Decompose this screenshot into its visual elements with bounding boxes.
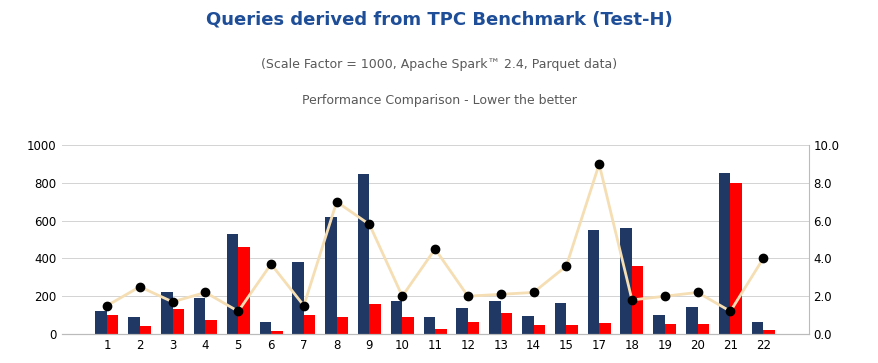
Bar [172, 309, 184, 334]
Bar [205, 320, 217, 334]
Bar [369, 304, 380, 334]
Bar [587, 230, 599, 334]
Bar [686, 307, 697, 334]
Bar [751, 322, 762, 334]
Bar [664, 323, 675, 334]
Bar [652, 315, 664, 334]
Bar [270, 331, 282, 334]
Bar [402, 317, 414, 334]
Bar [500, 313, 512, 334]
Text: Queries derived from TPC Benchmark (Test-H): Queries derived from TPC Benchmark (Test… [205, 11, 673, 29]
Bar [140, 326, 151, 334]
Bar [227, 234, 238, 334]
Bar [107, 315, 119, 334]
Bar [456, 307, 467, 334]
Bar [489, 301, 500, 334]
Bar [730, 183, 741, 334]
Bar [325, 217, 336, 334]
Bar [128, 317, 140, 334]
Bar [391, 301, 402, 334]
Bar [631, 266, 643, 334]
Bar [423, 317, 435, 334]
Bar [259, 322, 270, 334]
Bar [533, 325, 544, 334]
Bar [161, 293, 172, 334]
Bar [96, 311, 107, 334]
Bar [336, 317, 348, 334]
Bar [697, 323, 709, 334]
Bar [565, 326, 577, 334]
Bar [620, 228, 631, 334]
Bar [599, 323, 610, 334]
Bar [762, 330, 774, 334]
Bar [554, 303, 565, 334]
Bar [292, 262, 304, 334]
Bar [522, 316, 533, 334]
Bar [238, 247, 249, 334]
Bar [718, 172, 730, 334]
Bar [194, 298, 205, 334]
Bar [304, 315, 315, 334]
Bar [357, 174, 369, 334]
Text: (Scale Factor = 1000, Apache Spark™ 2.4, Parquet data): (Scale Factor = 1000, Apache Spark™ 2.4,… [261, 58, 617, 71]
Text: Performance Comparison - Lower the better: Performance Comparison - Lower the bette… [302, 94, 576, 107]
Bar [435, 329, 446, 334]
Bar [467, 322, 479, 334]
